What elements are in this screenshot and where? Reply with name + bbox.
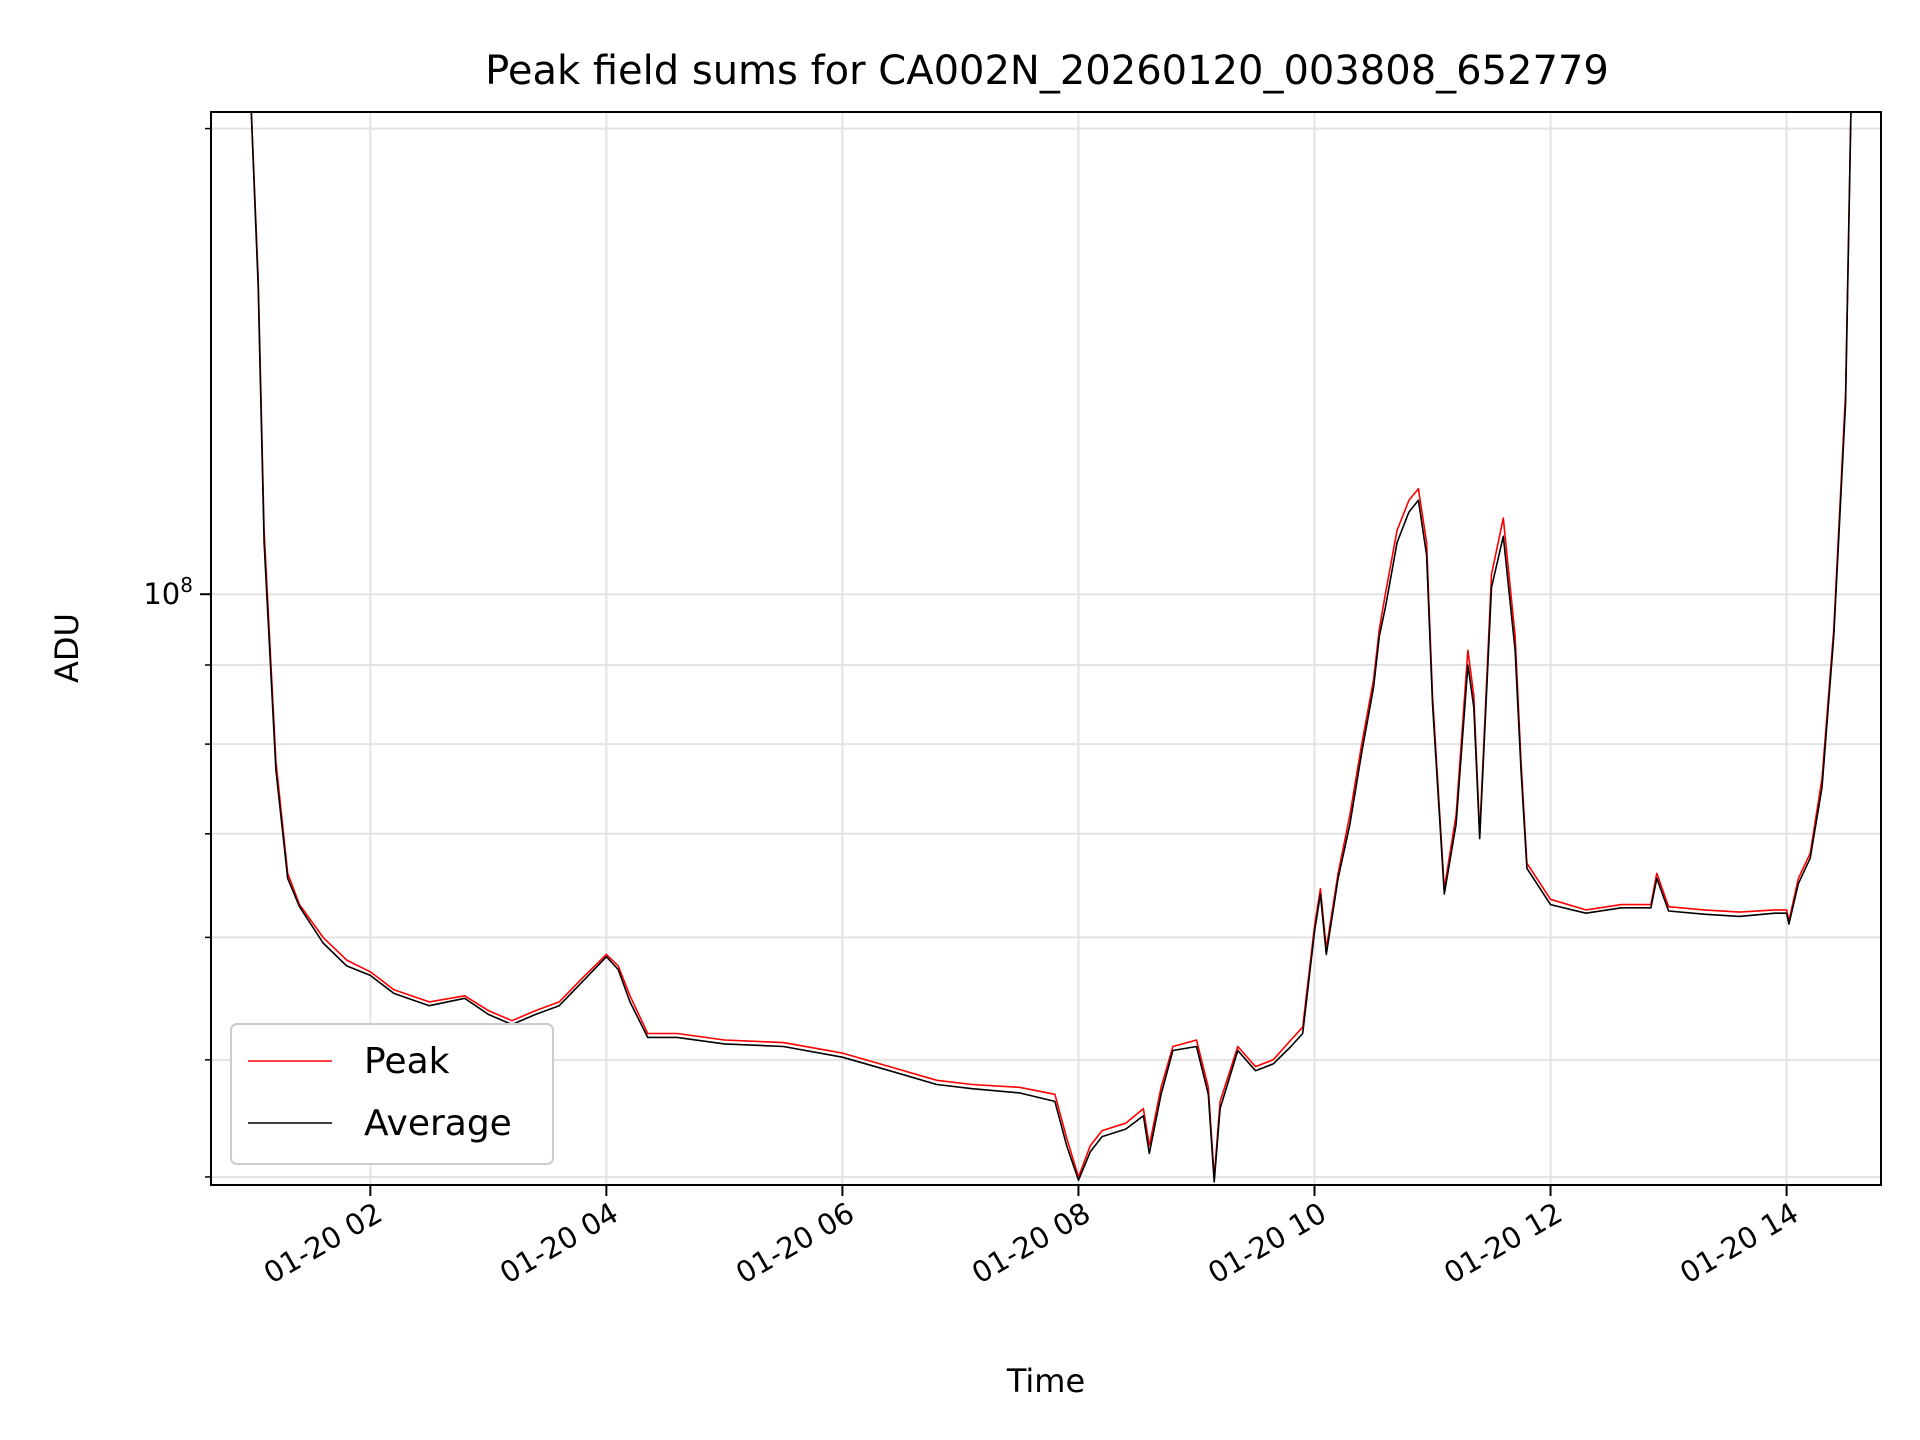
- legend-box: [230, 1023, 554, 1165]
- series-lines: [250, 112, 1852, 1183]
- legend: Peak Average: [230, 1023, 554, 1165]
- grid-lines: [211, 112, 1881, 1185]
- y-tick-exponent: 8: [180, 573, 193, 597]
- y-tick-label: 108: [143, 573, 193, 611]
- y-axis-label: ADU: [48, 613, 86, 683]
- plot-frame: [210, 111, 1882, 1186]
- series-line-peak: [250, 112, 1852, 1178]
- chart-title: Peak field sums for CA002N_20260120_0038…: [485, 48, 1609, 94]
- y-axis-ticks: 108: [143, 127, 211, 1178]
- series-line-average: [250, 112, 1852, 1183]
- legend-label-average: Average: [364, 1103, 512, 1144]
- x-axis-label: Time: [1006, 1362, 1085, 1400]
- legend-label-peak: Peak: [364, 1041, 450, 1082]
